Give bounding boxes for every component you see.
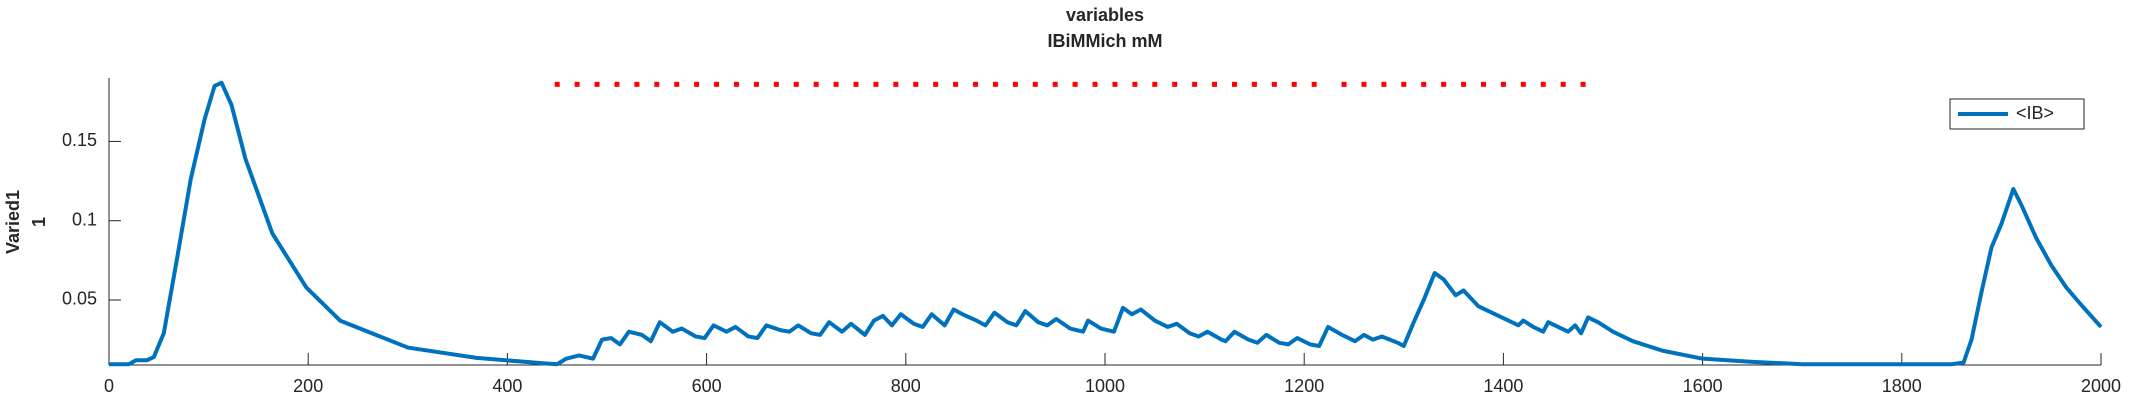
chart-title: variables [1066,5,1144,25]
marker-dot [913,81,919,87]
y-tick-label: 0.1 [72,209,97,229]
marker-dot [1480,81,1486,87]
marker-dot [1520,81,1526,87]
marker-dot [1271,81,1277,87]
y-axis-label: Varied1 [3,190,23,254]
marker-dot [1461,81,1467,87]
y-tick-label: 0.15 [62,130,97,150]
marker-dot [1112,81,1118,87]
marker-dot [1341,81,1347,87]
x-tick-label: 2000 [2081,376,2121,396]
marker-dot [1231,81,1237,87]
marker-dot [1072,81,1078,87]
x-tick-label: 1600 [1683,376,1723,396]
marker-dot [1052,81,1058,87]
marker-dot [1132,81,1138,87]
marker-dot [654,81,660,87]
marker-dot [554,81,560,87]
x-tick-label: 1200 [1284,376,1324,396]
marker-dot [833,81,839,87]
marker-dot [1192,81,1198,87]
marker-dot [853,81,859,87]
marker-dot [1401,81,1407,87]
marker-dot [674,81,680,87]
x-tick-label: 800 [891,376,921,396]
marker-dot [733,81,739,87]
y-axis-label: 1 [29,217,49,227]
marker-dot [1291,81,1297,87]
x-tick-label: 200 [293,376,323,396]
marker-dot [753,81,759,87]
marker-dot [773,81,779,87]
x-tick-label: 1000 [1085,376,1125,396]
marker-dot [933,81,939,87]
marker-dot [1172,81,1178,87]
x-tick-label: 1800 [1882,376,1922,396]
marker-dot [714,81,720,87]
marker-dot [1421,81,1427,87]
marker-dot [1540,81,1546,87]
marker-dot [634,81,640,87]
x-tick-label: 600 [692,376,722,396]
marker-dot [873,81,879,87]
marker-dot [614,81,620,87]
marker-dot [574,81,580,87]
marker-dot [1012,81,1018,87]
marker-dot [1580,81,1586,87]
marker-dot [594,81,600,87]
marker-dot [1500,81,1506,87]
x-tick-label: 400 [492,376,522,396]
marker-dot [1441,81,1447,87]
marker-dot [1092,81,1098,87]
marker-dot [694,81,700,87]
marker-dot [1152,81,1158,87]
marker-dot [1381,81,1387,87]
marker-dot [893,81,899,87]
marker-dot [1361,81,1367,87]
x-tick-label: 1400 [1483,376,1523,396]
marker-dot [1032,81,1038,87]
chart-subtitle: IBiMMich mM [1048,31,1163,51]
marker-dot [793,81,799,87]
x-tick-label: 0 [104,376,114,396]
marker-dot [1251,81,1257,87]
marker-dot [1311,81,1317,87]
marker-dot [813,81,819,87]
marker-dot [1560,81,1566,87]
marker-dot [953,81,959,87]
marker-dot [1212,81,1218,87]
y-tick-label: 0.05 [62,289,97,309]
marker-dot [992,81,998,87]
legend-label: <IB> [2016,103,2054,123]
marker-dot [973,81,979,87]
data-line [109,80,2103,367]
